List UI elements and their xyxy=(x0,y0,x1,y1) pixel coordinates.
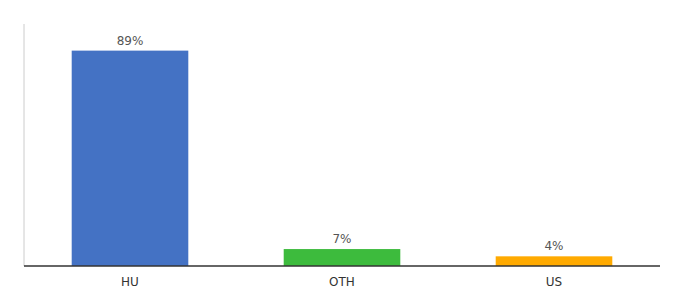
bar xyxy=(72,51,189,266)
x-tick-label: US xyxy=(546,275,562,289)
data-label: 7% xyxy=(332,232,351,246)
x-tick-label: OTH xyxy=(329,275,355,289)
x-tick-label: HU xyxy=(121,275,139,289)
x-axis-line xyxy=(24,265,660,267)
bar xyxy=(284,249,401,266)
chart-svg: HU OTH US 89% 7% 4% xyxy=(0,0,680,300)
data-label: 89% xyxy=(117,34,144,48)
y-axis-line xyxy=(24,24,25,266)
bar xyxy=(496,256,613,266)
bars xyxy=(72,51,613,266)
data-label: 4% xyxy=(544,239,563,253)
chart-container: HU OTH US 89% 7% 4% xyxy=(0,0,680,300)
